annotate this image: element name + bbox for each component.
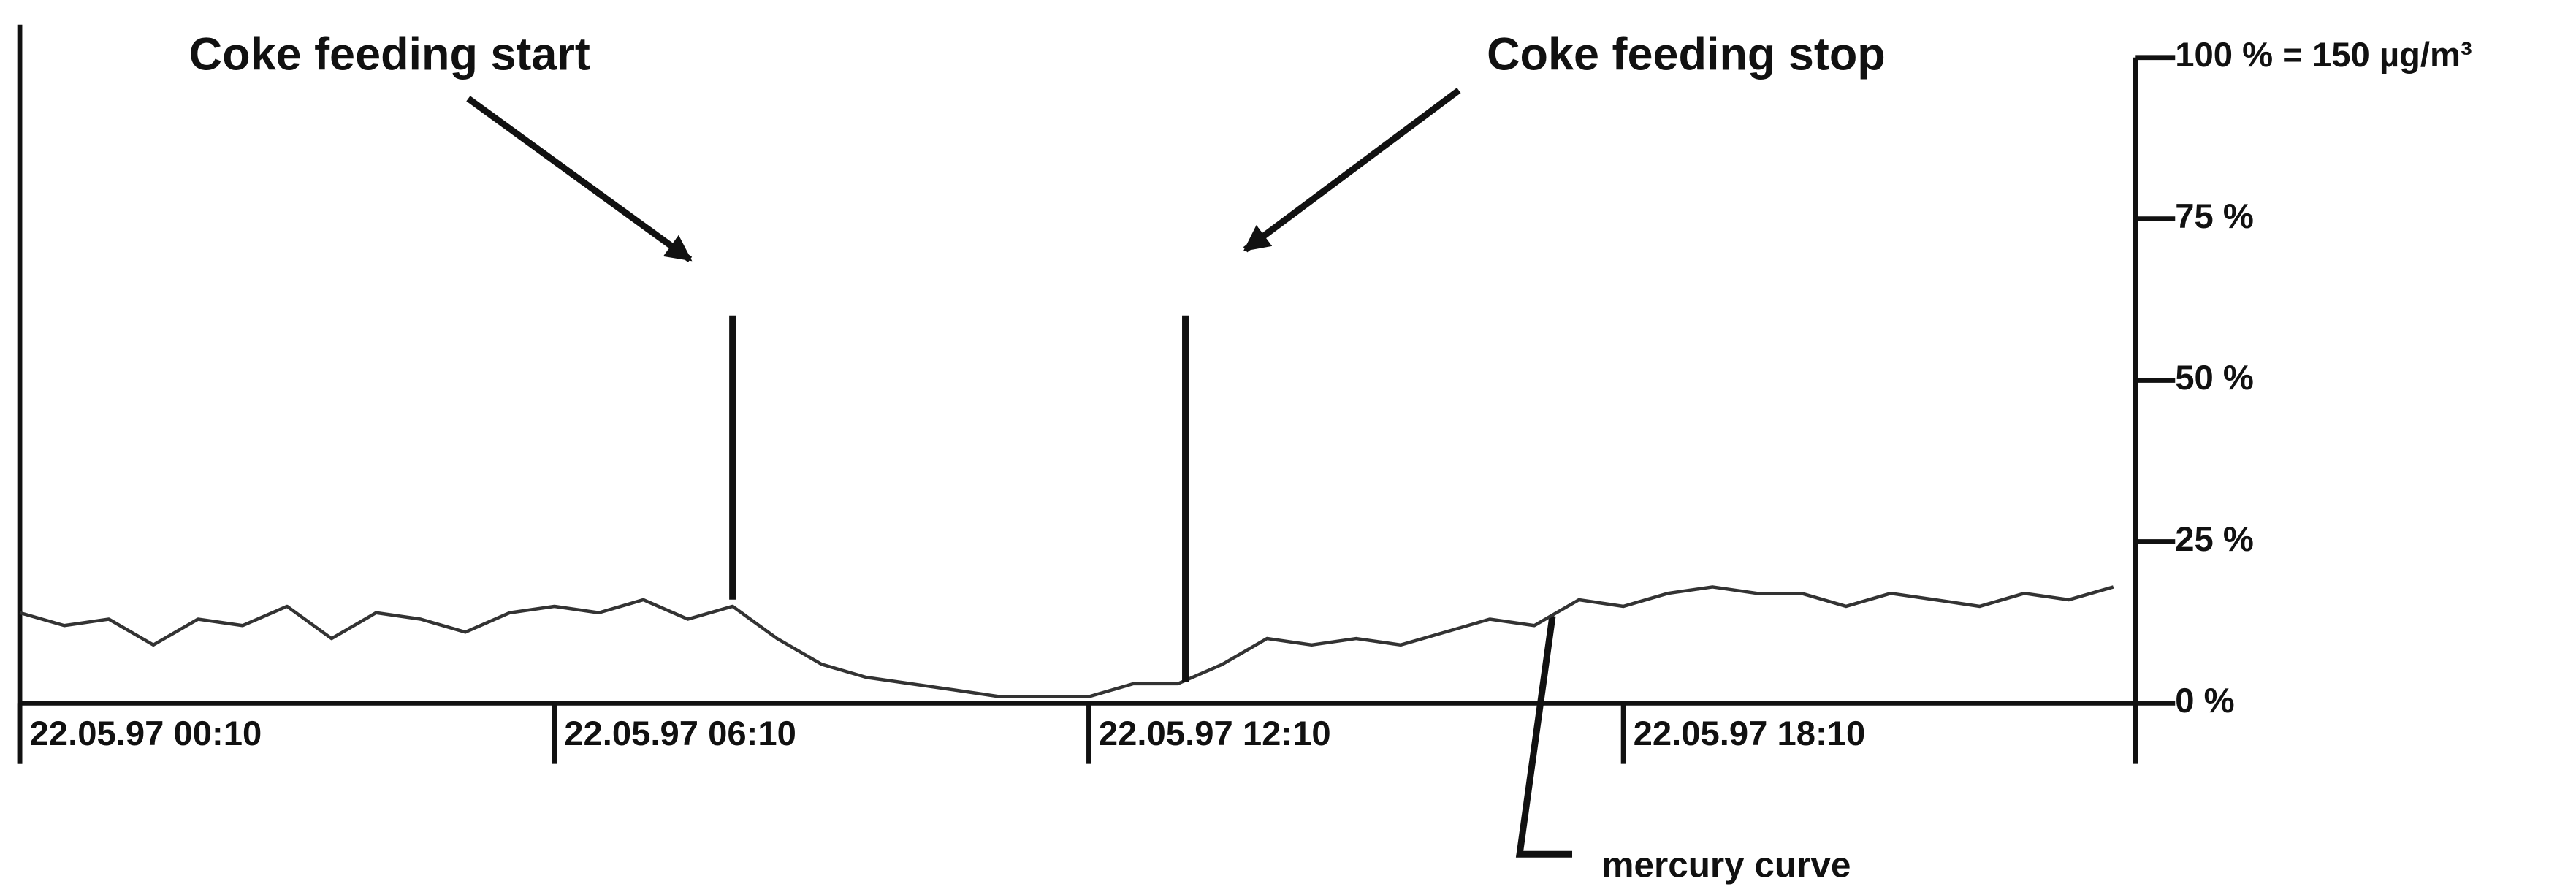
arrow xyxy=(466,96,693,262)
y-tick-label: 100 % = 150 µg/m³ xyxy=(2175,36,2472,75)
annotation: Coke feeding stop xyxy=(1487,28,1886,80)
y-tick-label: 0 % xyxy=(2175,682,2234,720)
x-tick-label: 22.05.97 12:10 xyxy=(1099,714,1331,753)
x-tick-label: 22.05.97 06:10 xyxy=(564,714,796,753)
x-tick-label: 22.05.97 00:10 xyxy=(30,714,262,753)
data-line xyxy=(19,585,2114,698)
y-tick-label: 75 % xyxy=(2175,197,2254,236)
y-tick-label: 25 % xyxy=(2175,520,2254,559)
pointer xyxy=(1515,615,1573,858)
annotation: Coke feeding start xyxy=(189,28,590,80)
y-tick-label: 50 % xyxy=(2175,359,2254,397)
arrow xyxy=(1243,88,1461,253)
series-label: mercury curve xyxy=(1601,845,1851,885)
x-tick-label: 22.05.97 18:10 xyxy=(1634,714,1866,753)
